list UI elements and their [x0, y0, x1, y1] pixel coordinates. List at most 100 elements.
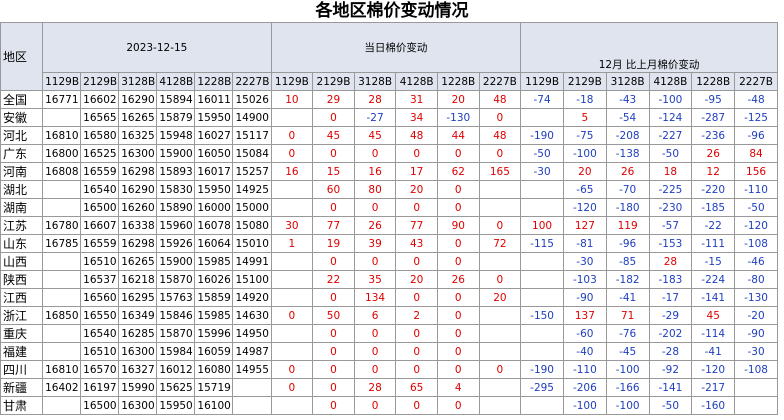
daily-change-cell: 0 [436, 198, 480, 217]
daily-change-cell: 26 [353, 216, 397, 235]
daily-change-cell: 0 [436, 234, 480, 253]
daily-change-cell: 31 [395, 90, 438, 109]
monthly-change-cell [520, 270, 564, 289]
monthly-header: 12月 比上月棉价变动 [520, 22, 778, 73]
monthly-change-cell: -48 [734, 90, 778, 109]
daily-change-cell: 0 [353, 252, 397, 271]
price-cell: 16300 [118, 144, 158, 163]
price-cell: 16570 [80, 360, 120, 379]
price-cell: 15257 [232, 162, 272, 181]
price-cell: 16064 [194, 234, 234, 253]
daily-change-cell: 0 [353, 360, 397, 379]
daily-change-cell: 4 [436, 378, 480, 397]
region-cell: 福建 [0, 342, 44, 361]
daily-change-cell: 0 [395, 396, 438, 415]
daily-change-cell: 90 [436, 216, 480, 235]
table-row: 甘肃 16500 16300 15950 16100 0 0 0 0 -100 -100 -50 -16… [0, 396, 778, 415]
monthly-change-cell: -41 [691, 342, 736, 361]
monthly-change-cell: 12 [691, 162, 736, 181]
price-cell: 16602 [80, 90, 120, 109]
table-row: 重庆 16540 16285 15870 15996 14950 0 0 0 0 -60 -76 -20… [0, 324, 778, 343]
price-cell: 16265 [118, 108, 158, 127]
monthly-change-cell: -18 [562, 90, 607, 109]
code-header: 2129B [562, 72, 607, 91]
code-header: 4128B [156, 72, 196, 91]
monthly-change-cell: -130 [734, 288, 778, 307]
price-cell: 14987 [232, 342, 272, 361]
daily-change-cell [478, 306, 522, 325]
daily-change-cell: 0 [436, 342, 480, 361]
cotton-table: 地区 2023-12-15 当日棉价变动 12月 比上月棉价变动 1129B 2129B 3… [0, 22, 778, 415]
price-cell: 16580 [80, 126, 120, 145]
monthly-change-cell: -40 [562, 342, 607, 361]
price-cell: 15960 [156, 216, 196, 235]
price-cell [42, 108, 82, 127]
price-cell: 16402 [42, 378, 82, 397]
price-cell: 16327 [118, 360, 158, 379]
daily-change-cell: 0 [270, 306, 314, 325]
monthly-change-cell: -295 [520, 378, 564, 397]
price-cell: 16540 [80, 180, 120, 199]
price-cell: 16059 [194, 342, 234, 361]
region-cell: 浙江 [0, 306, 44, 325]
daily-change-cell: 62 [436, 162, 480, 181]
monthly-change-cell [520, 324, 564, 343]
region-header: 地区 [0, 22, 44, 91]
daily-change-cell: 0 [353, 324, 397, 343]
daily-change-cell: 44 [436, 126, 480, 145]
daily-change-cell: 0 [312, 324, 355, 343]
monthly-change-cell: -74 [520, 90, 564, 109]
price-cell: 15900 [156, 144, 196, 163]
monthly-change-cell: -45 [605, 342, 650, 361]
monthly-change-cell: 100 [520, 216, 564, 235]
daily-change-cell [478, 198, 522, 217]
region-cell: 全国 [0, 90, 44, 109]
region-cell: 重庆 [0, 324, 44, 343]
table-row: 山东 16785 16559 16298 15926 16064 15010 1 19 39 43 0… [0, 234, 778, 253]
monthly-change-cell: -110 [734, 180, 778, 199]
daily-change-cell: 0 [353, 396, 397, 415]
table-row: 地区 2023-12-15 当日棉价变动 12月 比上月棉价变动 [0, 22, 778, 91]
price-cell [42, 342, 82, 361]
monthly-change-cell [734, 396, 778, 415]
price-cell: 15010 [232, 234, 272, 253]
price-cell: 15879 [156, 108, 196, 127]
price-cell: 16800 [42, 144, 82, 163]
code-header: 1129B [270, 72, 314, 91]
price-cell: 15830 [156, 180, 196, 199]
price-cell: 15870 [156, 270, 196, 289]
monthly-change-cell: -50 [734, 198, 778, 217]
daily-change-cell: 0 [436, 252, 480, 271]
daily-header: 当日棉价变动 [270, 22, 522, 73]
monthly-change-cell: -153 [648, 234, 693, 253]
daily-change-cell: -27 [353, 108, 397, 127]
daily-change-cell: 17 [395, 162, 438, 181]
daily-change-cell: 80 [353, 180, 397, 199]
price-cell: 15996 [194, 324, 234, 343]
daily-change-cell [270, 342, 314, 361]
table-row: 河北 16810 16580 16325 15948 16027 15117 0 45 45 48 4… [0, 126, 778, 145]
price-cell: 16027 [194, 126, 234, 145]
daily-change-cell: 20 [395, 180, 438, 199]
monthly-change-cell: 71 [605, 306, 650, 325]
code-header: 2129B [312, 72, 355, 91]
monthly-change-cell: -125 [734, 108, 778, 127]
monthly-change-cell: -236 [691, 126, 736, 145]
monthly-change-cell: -54 [605, 108, 650, 127]
price-cell: 16026 [194, 270, 234, 289]
daily-change-cell: 15 [312, 162, 355, 181]
daily-change-cell: 0 [478, 144, 522, 163]
daily-change-cell: 0 [312, 252, 355, 271]
code-header: 3128B [118, 72, 158, 91]
price-cell: 16100 [194, 396, 234, 415]
daily-change-cell: 39 [353, 234, 397, 253]
monthly-change-cell: 84 [734, 144, 778, 163]
table-row: 浙江 16850 16550 16349 15846 15985 14630 0 50 6 2 0 -1… [0, 306, 778, 325]
monthly-change-cell: -190 [520, 126, 564, 145]
daily-change-cell: 0 [395, 144, 438, 163]
monthly-change-cell: -138 [605, 144, 650, 163]
monthly-change-cell: -100 [605, 396, 650, 415]
code-header: 3128B [353, 72, 397, 91]
price-cell [42, 198, 82, 217]
price-cell: 15985 [194, 252, 234, 271]
